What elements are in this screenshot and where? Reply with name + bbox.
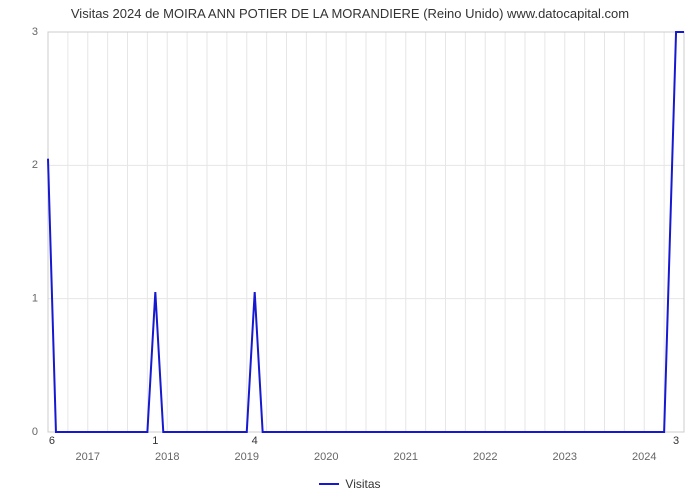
x-tick-label: 2021 [394, 451, 418, 463]
x-tick-label: 2020 [314, 451, 338, 463]
y-tick-label: 3 [32, 26, 38, 38]
legend-label: Visitas [345, 477, 380, 491]
spike-annotation: 3 [673, 435, 679, 447]
y-tick-label: 1 [32, 293, 38, 305]
x-tick-label: 2024 [632, 451, 656, 463]
legend-swatch [319, 483, 339, 485]
chart-title: Visitas 2024 de MOIRA ANN POTIER DE LA M… [0, 6, 700, 21]
y-tick-label: 0 [32, 426, 38, 438]
x-tick-label: 2022 [473, 451, 497, 463]
y-tick-label: 2 [32, 159, 38, 171]
spike-annotation: 4 [252, 435, 258, 447]
x-tick-label: 2019 [235, 451, 259, 463]
chart-legend: Visitas [0, 472, 700, 491]
x-tick-label: 2017 [76, 451, 100, 463]
spike-annotation: 1 [152, 435, 158, 447]
x-tick-label: 2023 [553, 451, 577, 463]
line-chart: 0 1 2 3 2017 2018 2019 2020 2021 2022 2023 2024 6 1 4 3 [0, 0, 700, 500]
x-tick-label: 2018 [155, 451, 179, 463]
spike-annotation: 6 [49, 435, 55, 447]
